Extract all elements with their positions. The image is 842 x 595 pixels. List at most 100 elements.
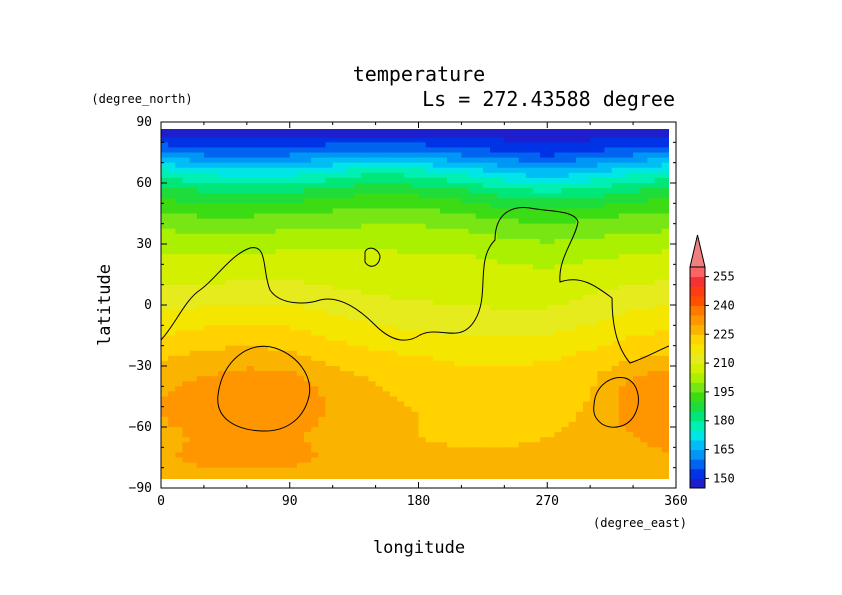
field-cell [511, 376, 520, 382]
field-cell [225, 183, 234, 189]
field-cell [332, 203, 341, 210]
field-cell [382, 345, 391, 352]
field-cell [175, 406, 184, 413]
field-cell [311, 208, 319, 215]
field-cell [339, 183, 348, 189]
field-cell [425, 129, 434, 133]
field-cell [561, 294, 570, 301]
field-cell [654, 233, 663, 240]
field-cell [175, 421, 184, 428]
field-cell [418, 366, 427, 372]
field-cell [282, 142, 291, 149]
field-cell [332, 335, 341, 342]
field-cell [332, 340, 341, 347]
field-cell [168, 477, 176, 479]
field-cell [482, 157, 491, 164]
field-cell [518, 213, 527, 220]
field-cell [583, 233, 591, 240]
field-cell [361, 294, 370, 301]
field-cell [554, 330, 563, 337]
field-cell [547, 406, 555, 413]
field-cell [318, 366, 327, 372]
field-cell [182, 376, 191, 382]
field-cell [289, 462, 298, 469]
field-cell [425, 289, 434, 296]
field-cell [590, 129, 598, 133]
field-cell [397, 437, 405, 443]
field-cell [339, 188, 348, 194]
field-cell [196, 320, 205, 326]
field-cell [346, 284, 355, 291]
field-cell [218, 457, 226, 464]
field-cell [268, 462, 277, 469]
field-cell [375, 467, 384, 474]
field-cell [411, 193, 420, 199]
field-cell [261, 477, 269, 479]
field-cell [668, 442, 669, 448]
field-cell [532, 406, 541, 413]
field-cell [318, 411, 327, 418]
field-cell [375, 218, 384, 225]
field-cell [246, 249, 255, 255]
field-cell [389, 294, 398, 301]
field-cell [547, 305, 555, 311]
field-cell [482, 335, 491, 342]
field-cell [547, 177, 555, 184]
field-cell [332, 371, 341, 377]
field-cell [640, 452, 648, 459]
field-cell [325, 432, 334, 438]
field-cell [625, 152, 634, 159]
field-cell [397, 294, 405, 301]
field-cell [604, 142, 613, 149]
field-cell [611, 447, 620, 454]
field-cell [482, 177, 491, 184]
field-cell [490, 284, 498, 291]
field-cell [432, 427, 441, 433]
field-cell [668, 244, 669, 250]
field-cell [540, 427, 548, 433]
field-cell [175, 223, 184, 230]
field-cell [604, 254, 613, 260]
field-cell [604, 386, 613, 393]
field-cell [246, 366, 255, 372]
field-cell [268, 142, 277, 149]
field-cell [161, 355, 169, 362]
field-cell [296, 193, 305, 199]
field-cell [439, 238, 448, 245]
field-cell [389, 416, 398, 423]
field-cell [490, 396, 498, 403]
field-cell [218, 294, 226, 301]
field-cell [575, 254, 584, 260]
field-cell [311, 259, 319, 265]
field-cell [590, 411, 598, 418]
field-cell [411, 238, 420, 245]
field-cell [583, 350, 591, 357]
field-cell [346, 360, 355, 367]
field-cell [203, 213, 212, 220]
field-cell [532, 305, 541, 311]
field-cell [175, 360, 184, 367]
field-cell [339, 396, 348, 403]
field-cell [618, 305, 627, 311]
field-cell [511, 315, 520, 321]
field-cell [540, 299, 548, 306]
field-cell [318, 442, 327, 448]
field-cell [554, 147, 563, 154]
field-cell [375, 137, 384, 143]
field-cell [161, 310, 169, 316]
field-cell [175, 396, 184, 403]
field-cell [368, 264, 377, 271]
field-cell [439, 233, 448, 240]
field-cell [640, 462, 648, 469]
field-cell [540, 188, 548, 194]
field-cell [511, 172, 520, 179]
field-cell [654, 188, 663, 194]
field-cell [261, 203, 269, 210]
field-cell [504, 345, 513, 352]
field-cell [525, 167, 534, 174]
field-cell [454, 325, 463, 332]
field-cell [246, 203, 255, 210]
field-cell [625, 442, 634, 448]
field-cell [475, 147, 484, 154]
field-cell [461, 233, 470, 240]
